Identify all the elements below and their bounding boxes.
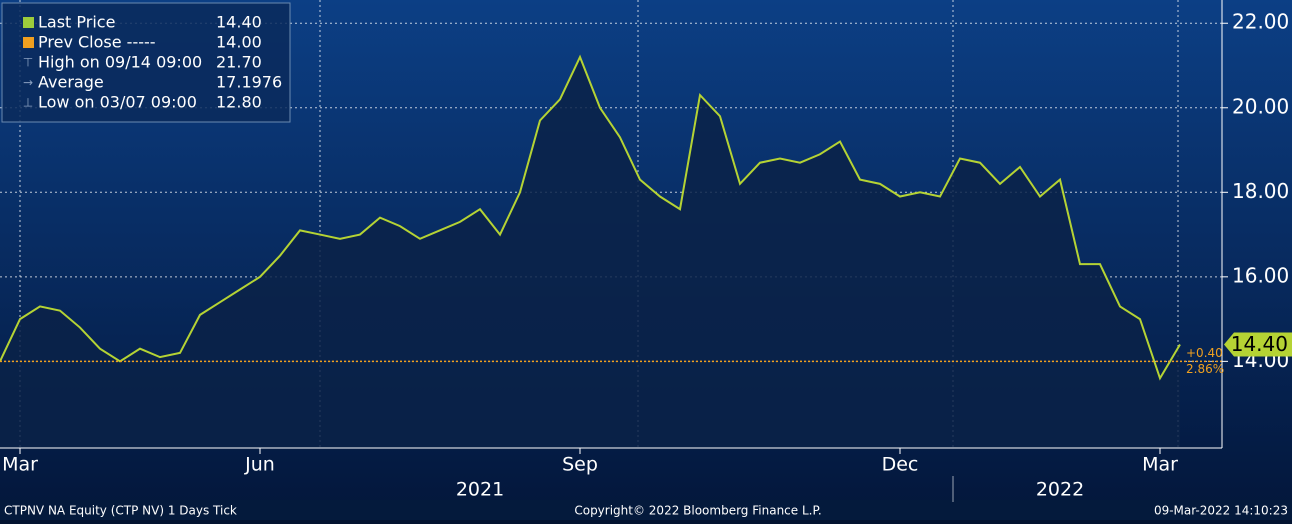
y-tick-label: 18.00	[1232, 179, 1289, 203]
legend-swatch	[23, 17, 34, 28]
price-line	[0, 54, 1181, 381]
legend-value: 17.1976	[216, 73, 282, 92]
legend-icon: →	[23, 76, 33, 90]
change-label: +0.40	[1186, 346, 1223, 360]
x-tick-label: Mar	[2, 454, 38, 476]
legend-icon: ⊥	[23, 96, 33, 110]
change-label: 2.86%	[1186, 362, 1224, 376]
legend-value: 21.70	[216, 53, 262, 72]
x-tick-label: Dec	[882, 454, 919, 476]
legend-value: 14.40	[216, 13, 262, 32]
last-price-tag	[1224, 332, 1292, 357]
legend-value: 12.80	[216, 93, 262, 112]
legend-name: Low on 03/07 09:00	[38, 93, 197, 112]
legend-box	[1, 2, 291, 123]
legend-name: Prev Close -----	[38, 33, 156, 52]
legend-name: High on 09/14 09:00	[38, 53, 202, 72]
x-tick-label: Mar	[1142, 454, 1178, 476]
year-label: 2021	[456, 479, 504, 501]
footer-bar	[0, 500, 1292, 520]
legend-swatch	[23, 37, 34, 48]
legend: Last Price 14.40 Prev Close ----- 14.00 ⊤ Hig…	[1, 2, 291, 123]
x-tick-label: Jun	[244, 454, 275, 476]
legend-name: Average	[38, 73, 104, 92]
legend-icon: ⊤	[23, 56, 33, 70]
x-tick-label: Sep	[562, 454, 598, 476]
legend-value: 14.00	[216, 33, 262, 52]
y-tick-label: 16.00	[1232, 263, 1289, 287]
legend-name: Last Price	[38, 13, 115, 32]
footer-left: CTPNV NA Equity (CTP NV) 1 Days Tick	[4, 504, 237, 518]
year-label: 2022	[1036, 479, 1084, 501]
footer-right: 09-Mar-2022 14:10:23	[1154, 504, 1288, 518]
area	[0, 57, 1180, 448]
y-tick-label: 22.00	[1232, 10, 1289, 34]
footer-center: Copyright© 2022 Bloomberg Finance L.P.	[574, 504, 821, 518]
last-price-label: 14.40	[1231, 332, 1288, 356]
y-tick-label: 20.00	[1232, 94, 1289, 118]
